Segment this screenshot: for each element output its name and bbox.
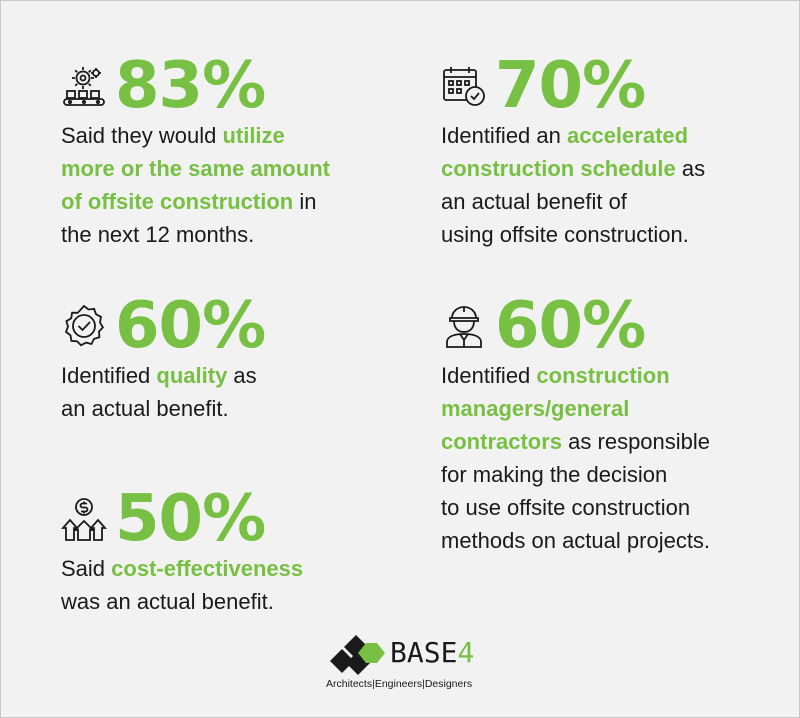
- desc-text: Said they would: [61, 123, 223, 148]
- stat-value: 60%: [115, 289, 266, 363]
- logo-name: BASE: [390, 636, 458, 669]
- stat-utilize-offsite: 83% Said they would utilize more or the …: [61, 53, 401, 251]
- desc-text: was an actual benefit.: [61, 589, 274, 614]
- desc-highlight: construction managers/general contractor…: [441, 363, 670, 454]
- calendar-clock-icon: [441, 63, 487, 109]
- desc-text: as an actual benefit of using offsite co…: [441, 156, 706, 247]
- stat-cost-effectiveness: 50% Said cost-effectiveness was an actua…: [61, 486, 401, 618]
- stat-value: 50%: [115, 482, 266, 556]
- desc-highlight: cost-effectiveness: [111, 556, 304, 581]
- stat-value: 83%: [115, 49, 266, 123]
- gear-conveyor-icon: [61, 63, 107, 109]
- stat-accelerated-schedule: 70% Identified an accelerated constructi…: [441, 53, 781, 251]
- stat-description: Identified construction managers/general…: [441, 359, 781, 557]
- stat-value: 60%: [495, 289, 646, 363]
- stat-description: Said cost-effectiveness was an actual be…: [61, 552, 401, 618]
- logo-wordmark: BASE4: [390, 637, 474, 669]
- desc-highlight: accelerated construction schedule: [441, 123, 689, 181]
- desc-text: Identified: [61, 363, 157, 388]
- desc-text: Said: [61, 556, 112, 581]
- stat-value: 70%: [495, 49, 646, 123]
- logo-name-suffix: 4: [457, 636, 475, 669]
- desc-text: Identified an: [441, 123, 567, 148]
- desc-text: Identified: [441, 363, 537, 388]
- stat-description: Identified an accelerated construction s…: [441, 119, 781, 251]
- stat-quality: 60% Identified quality as an actual bene…: [61, 293, 401, 425]
- construction-worker-icon: [441, 303, 487, 349]
- stat-description: Said they would utilize more or the same…: [61, 119, 401, 251]
- stat-description: Identified quality as an actual benefit.: [61, 359, 401, 425]
- logo-mark-icon: [326, 631, 388, 679]
- quality-badge-icon: [61, 303, 107, 349]
- desc-text: in the next 12 months.: [61, 189, 317, 247]
- stat-construction-managers: 60% Identified construction managers/gen…: [441, 293, 781, 557]
- desc-text: as an actual benefit.: [61, 363, 257, 421]
- logo-tagline: Architects|Engineers|Designers: [326, 678, 473, 690]
- cost-arrows-icon: [61, 496, 107, 542]
- base4-logo: BASE4 Architects|Engineers|Designers: [326, 627, 486, 697]
- desc-highlight: utilize more or the same amount of offsi…: [61, 123, 330, 214]
- desc-highlight: quality: [156, 363, 228, 388]
- desc-text: as responsible for making the decision t…: [441, 429, 711, 553]
